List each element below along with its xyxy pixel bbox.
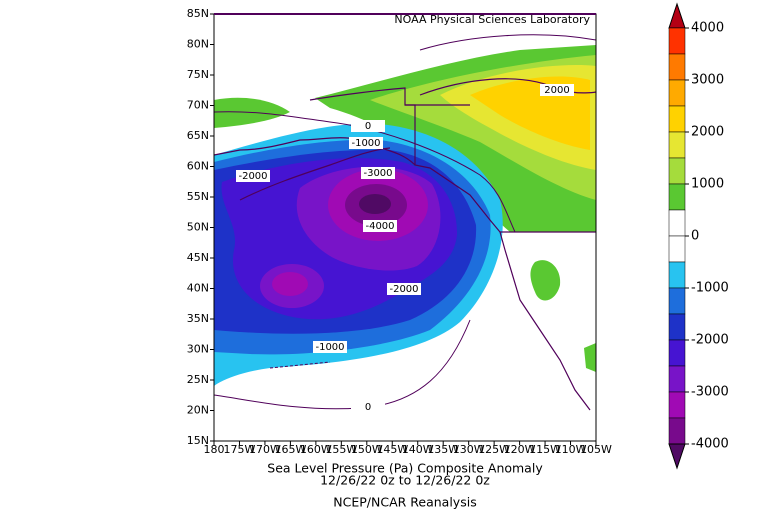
lat-label: 70N bbox=[187, 99, 209, 112]
contour-label: -2000 bbox=[389, 284, 418, 295]
contour-label-bg bbox=[540, 84, 574, 96]
lon-label: 155W bbox=[325, 443, 357, 456]
colorbar-label: 0 bbox=[691, 229, 699, 244]
coastline bbox=[213, 137, 416, 166]
lat-label: 60N bbox=[187, 160, 209, 173]
lon-label: 135W bbox=[427, 443, 459, 456]
lat-label: 15N bbox=[187, 434, 209, 447]
lat-label: 80N bbox=[187, 38, 209, 51]
lon-label: 120W bbox=[504, 443, 536, 456]
colorbar-band bbox=[668, 391, 686, 419]
colorbar-label: -2000 bbox=[691, 333, 729, 348]
coastline bbox=[405, 104, 596, 233]
credit: NOAA Physical Sciences Laboratory bbox=[394, 13, 590, 26]
contour-line bbox=[419, 34, 597, 51]
lat-label: 65N bbox=[187, 129, 209, 142]
colorbar-band bbox=[668, 313, 686, 341]
colorbar-band bbox=[668, 27, 686, 55]
contour-label: -1000 bbox=[351, 138, 380, 149]
lon-label: 105W bbox=[580, 443, 612, 456]
colorbar-band bbox=[668, 235, 686, 263]
contour-label: 0 bbox=[365, 121, 371, 132]
lon-label: 150W bbox=[351, 443, 383, 456]
contour-label: -4000 bbox=[365, 221, 394, 232]
colorbar-band bbox=[668, 79, 686, 107]
lat-label: 50N bbox=[187, 221, 209, 234]
colorbar-band bbox=[668, 53, 686, 81]
colorbar-band bbox=[668, 365, 686, 393]
contour-label-bg bbox=[363, 220, 397, 232]
colorbar-band bbox=[668, 209, 686, 237]
lat-label: 75N bbox=[187, 68, 209, 81]
contour-label-bg bbox=[361, 167, 395, 179]
colorbar-band bbox=[668, 105, 686, 133]
lat-label: 35N bbox=[187, 312, 209, 325]
lon-label: 130W bbox=[453, 443, 485, 456]
contour-label-bg bbox=[349, 137, 383, 149]
colorbar-band bbox=[668, 287, 686, 315]
colorbar-band bbox=[668, 417, 686, 445]
contour-label-bg bbox=[236, 170, 270, 182]
contour-label: -2000 bbox=[238, 171, 267, 182]
colorbar-label: 4000 bbox=[691, 21, 724, 36]
caption: 12/26/22 0z to 12/26/22 0z bbox=[320, 473, 490, 488]
coastline bbox=[239, 147, 391, 201]
lon-label: 165W bbox=[274, 443, 306, 456]
colorbar-label: -3000 bbox=[691, 385, 729, 400]
lon-label: 170W bbox=[249, 443, 281, 456]
colorbar-label: -4000 bbox=[691, 437, 729, 452]
lat-label: 25N bbox=[187, 373, 209, 386]
colorbar-label: -1000 bbox=[691, 281, 729, 296]
contour-fill bbox=[584, 343, 596, 372]
lat-label: 40N bbox=[187, 282, 209, 295]
lon-label: 115W bbox=[529, 443, 561, 456]
map-fields bbox=[214, 14, 596, 441]
contour-fill bbox=[359, 194, 391, 214]
contour-label: 2000 bbox=[544, 85, 569, 96]
coastline bbox=[309, 87, 591, 411]
contour-label-bg bbox=[313, 341, 347, 353]
contour-label: 0 bbox=[365, 402, 371, 413]
coastlines bbox=[213, 78, 597, 411]
colorbar-band bbox=[668, 261, 686, 289]
lon-label: 140W bbox=[402, 443, 434, 456]
lat-label: 30N bbox=[187, 343, 209, 356]
contour-line bbox=[213, 111, 516, 233]
lat-label: 45N bbox=[187, 251, 209, 264]
lat-label: 85N bbox=[187, 7, 209, 20]
colorbar-band bbox=[668, 339, 686, 367]
colorbar-band bbox=[668, 131, 686, 159]
colorbar-label: 1000 bbox=[691, 177, 724, 192]
lon-label: 125W bbox=[478, 443, 510, 456]
lon-label: 110W bbox=[555, 443, 587, 456]
contour-fill bbox=[530, 260, 561, 301]
lat-label: 55N bbox=[187, 190, 209, 203]
caption: NCEP/NCAR Reanalysis bbox=[333, 495, 476, 510]
colorbar-band bbox=[668, 183, 686, 211]
lon-label: 175W bbox=[224, 443, 256, 456]
contour-label-bg bbox=[351, 401, 385, 413]
colorbar-label: 2000 bbox=[691, 125, 724, 140]
lat-label: 20N bbox=[187, 404, 209, 417]
colorbar-triangle bbox=[668, 443, 686, 470]
colorbar-band bbox=[668, 157, 686, 185]
lon-label: 160W bbox=[300, 443, 332, 456]
contour-label-bg bbox=[387, 283, 421, 295]
contour-label: -1000 bbox=[315, 342, 344, 353]
contour-fill bbox=[272, 272, 308, 296]
colorbar-label: 3000 bbox=[691, 73, 724, 88]
colorbar-triangle bbox=[668, 2, 686, 29]
contour-label: -3000 bbox=[363, 168, 392, 179]
caption: Sea Level Pressure (Pa) Composite Anomal… bbox=[267, 461, 543, 476]
lon-label: 180 bbox=[204, 443, 225, 456]
lon-label: 145W bbox=[376, 443, 408, 456]
contour-label-bg bbox=[351, 120, 385, 132]
